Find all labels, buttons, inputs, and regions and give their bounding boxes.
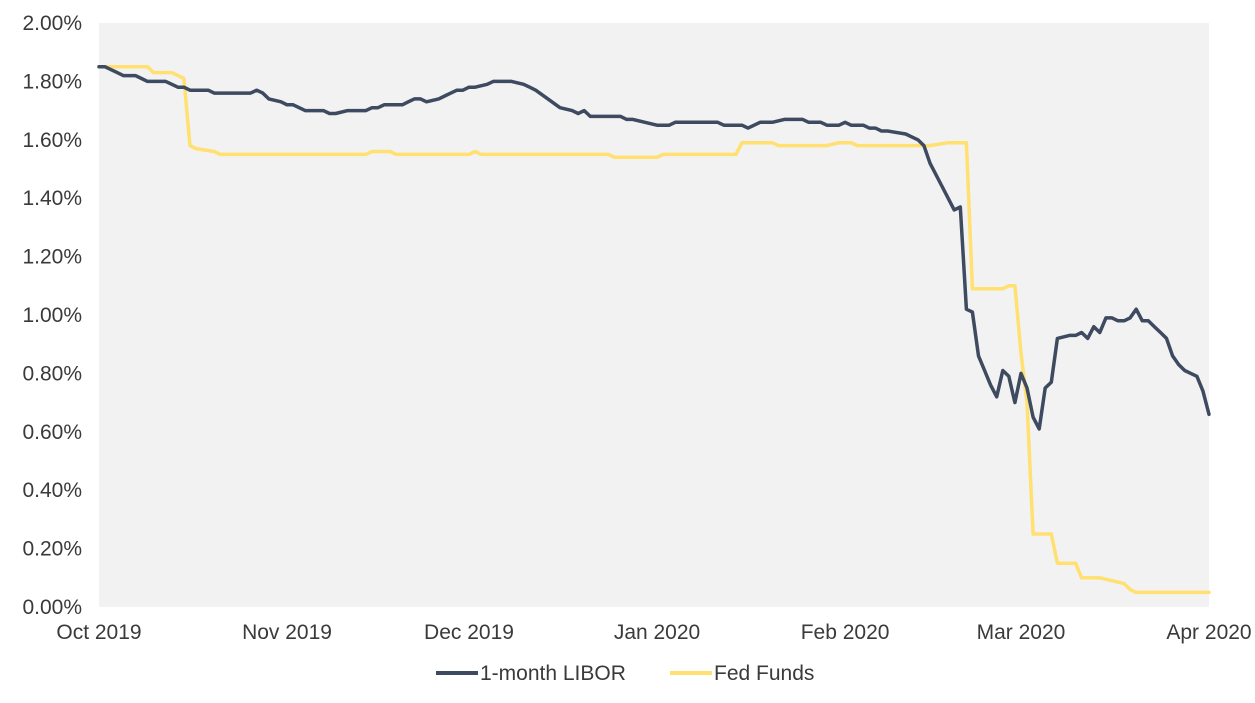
plot-area [99,23,1209,607]
y-tick-label: 0.80% [22,362,82,385]
x-tick-label: Feb 2020 [801,621,890,644]
series-lines [97,65,1211,595]
legend-label-libor: 1-month LIBOR [480,662,626,685]
y-tick-label: 1.80% [22,70,82,93]
legend-label-fed-funds: Fed Funds [714,662,814,685]
y-tick-label: 1.60% [22,129,82,152]
y-tick-label: 0.60% [22,421,82,444]
y-tick-label: 0.40% [22,479,82,502]
series-line-fed-funds [97,65,1211,595]
y-tick-label: 1.20% [22,246,82,269]
y-tick-label: 1.40% [22,187,82,210]
y-tick-label: 1.00% [22,304,82,327]
x-axis-ticks: Oct 2019 Nov 2019 Dec 2019 Jan 2020 Feb 2020… [56,621,1251,644]
y-tick-label: 0.20% [22,538,82,561]
y-tick-label: 0.00% [22,596,82,619]
x-tick-label: Mar 2020 [977,621,1066,644]
y-tick-label: 2.00% [22,12,82,35]
x-tick-label: Dec 2019 [424,621,514,644]
x-tick-label: Oct 2019 [56,621,141,644]
legend: 1-month LIBOR Fed Funds [436,662,814,685]
series-line-1-month-libor [97,65,1211,431]
x-tick-label: Apr 2020 [1166,621,1251,644]
y-axis-ticks: 0.00% 0.20% 0.40% 0.60% 0.80% 1.00% 1.20% 1.40%… [22,12,82,619]
x-tick-label: Jan 2020 [614,621,700,644]
x-tick-label: Nov 2019 [242,621,332,644]
